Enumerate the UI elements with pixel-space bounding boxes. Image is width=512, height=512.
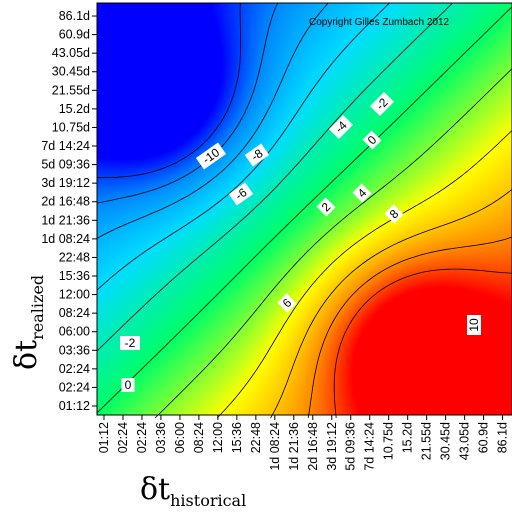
x-tick-label: 03:36 — [154, 422, 168, 453]
contour-line--2 — [96, 2, 453, 352]
y-tick-label: 3d 19:12 — [41, 176, 90, 190]
x-axis-title: δthistorical — [140, 472, 246, 510]
x-tick-label: 12:00 — [211, 422, 225, 453]
contour-label: 2 — [316, 197, 336, 217]
x-tick-label: 7d 14:24 — [363, 422, 377, 471]
plot-frame — [96, 2, 512, 416]
contour-line-8 — [307, 236, 512, 419]
y-tick-label: 5d 09:36 — [41, 158, 90, 172]
y-tick-label: 02:24 — [59, 380, 90, 394]
y-axis: 01:12 02:24 02:24 03:36 06:00 08:24 12:00 15:36… — [41, 9, 97, 413]
y-tick-label: 02:24 — [59, 362, 90, 376]
y-tick-label: 22:48 — [59, 250, 90, 264]
contour-lines — [96, 2, 512, 419]
contour-label: -8 — [244, 143, 270, 167]
y-tick-label: 60.9d — [59, 28, 90, 42]
y-tick-label: 06:00 — [59, 325, 90, 339]
x-tick-label: 22:48 — [249, 422, 263, 453]
contour-line-6 — [270, 189, 512, 419]
y-tick-label: 86.1d — [59, 9, 90, 23]
y-tick-label: 15.2d — [59, 102, 90, 116]
x-tick-label: 06:00 — [173, 422, 187, 453]
x-axis: 01:12 02:24 02:24 03:36 06:00 08:24 12:00 15:36… — [97, 415, 510, 471]
copyright-notice: Copyright Gilles Zumbach 2012 — [309, 17, 450, 28]
y-tick-label: 01:12 — [59, 399, 90, 413]
contour-label: 6 — [277, 293, 297, 313]
contour-line--10 — [96, 2, 242, 178]
contour-label: 0 — [121, 378, 135, 392]
svg-text:10: 10 — [467, 318, 481, 332]
y-tick-label: 7d 14:24 — [41, 139, 90, 153]
svg-text:-2: -2 — [125, 336, 136, 350]
y-tick-label: 10.75d — [52, 120, 90, 134]
x-tick-label: 08:24 — [192, 422, 206, 453]
y-axis-title: δtrealized — [9, 275, 47, 370]
contour-label: 0 — [362, 130, 382, 150]
y-tick-label: 1d 08:24 — [41, 232, 90, 246]
x-tick-label: 21.55d — [420, 422, 434, 460]
svg-text:0: 0 — [125, 378, 132, 392]
y-tick-label: 43.05d — [52, 46, 90, 60]
contour-line-4 — [216, 130, 512, 419]
contour-label: -6 — [228, 182, 254, 206]
contour-label: 10 — [467, 315, 481, 335]
y-tick-label: 08:24 — [59, 306, 90, 320]
contour-label: -2 — [120, 336, 140, 350]
y-tick-label: 21.55d — [52, 83, 90, 97]
y-tick-label: 15:36 — [59, 269, 90, 283]
x-tick-label: 2d 16:48 — [306, 422, 320, 471]
x-tick-label: 86.1d — [496, 422, 510, 453]
x-tick-label: 3d 19:12 — [325, 422, 339, 471]
contour-line--6 — [96, 2, 329, 239]
contour-line-10 — [333, 268, 512, 419]
contour-line-2 — [154, 68, 512, 419]
y-tick-label: 03:36 — [59, 343, 90, 357]
y-tick-label: 1d 21:36 — [41, 213, 90, 227]
x-tick-label: 15.2d — [401, 422, 415, 453]
contour-label: -2 — [369, 91, 395, 117]
heatmap-surface — [97, 3, 512, 415]
x-tick-label: 60.9d — [477, 422, 491, 453]
y-tick-label: 30.45d — [52, 65, 90, 79]
contour-line--4 — [96, 2, 390, 291]
y-tick-label: 12:00 — [59, 288, 90, 302]
x-tick-label: 5d 09:36 — [344, 422, 358, 471]
x-tick-label: 10.75d — [382, 422, 396, 460]
x-tick-label: 43.05d — [458, 422, 472, 460]
x-tick-label: 30.45d — [439, 422, 453, 460]
contour-label: -4 — [328, 114, 354, 140]
contour-label: 4 — [352, 183, 372, 203]
x-tick-label: 1d 08:24 — [268, 422, 282, 471]
x-tick-label: 1d 21:36 — [287, 422, 301, 471]
x-tick-label: 02:24 — [116, 422, 130, 453]
x-tick-label: 02:24 — [135, 422, 149, 453]
y-tick-label: 2d 16:48 — [41, 195, 90, 209]
x-tick-label: 15:36 — [230, 422, 244, 453]
x-tick-label: 01:12 — [97, 422, 111, 453]
contour-label: 8 — [384, 204, 404, 224]
